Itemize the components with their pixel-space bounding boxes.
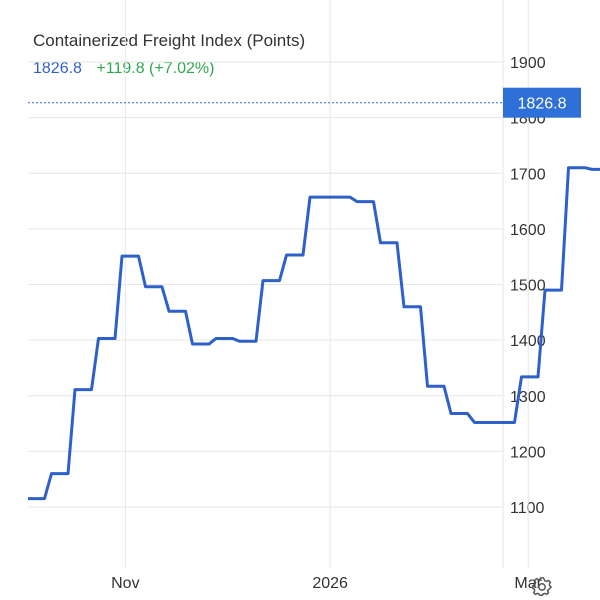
- change-percent: (+7.02%): [149, 60, 215, 77]
- x-tick-label: 2026: [312, 575, 348, 592]
- chart-title: Containerized Freight Index (Points): [33, 31, 306, 50]
- chart-summary: 1826.8 +119.8 (+7.02%): [33, 60, 214, 78]
- change-value: +119.8: [96, 60, 145, 77]
- series-line: [28, 166, 600, 501]
- x-tick-label: Nov: [111, 575, 139, 592]
- y-tick-label: 1100: [510, 500, 545, 517]
- last-value-tag-label: 1826.8: [518, 96, 567, 113]
- last-value-tag: [503, 87, 581, 118]
- last-value: 1826.8: [33, 60, 82, 77]
- gear-icon[interactable]: [531, 576, 553, 598]
